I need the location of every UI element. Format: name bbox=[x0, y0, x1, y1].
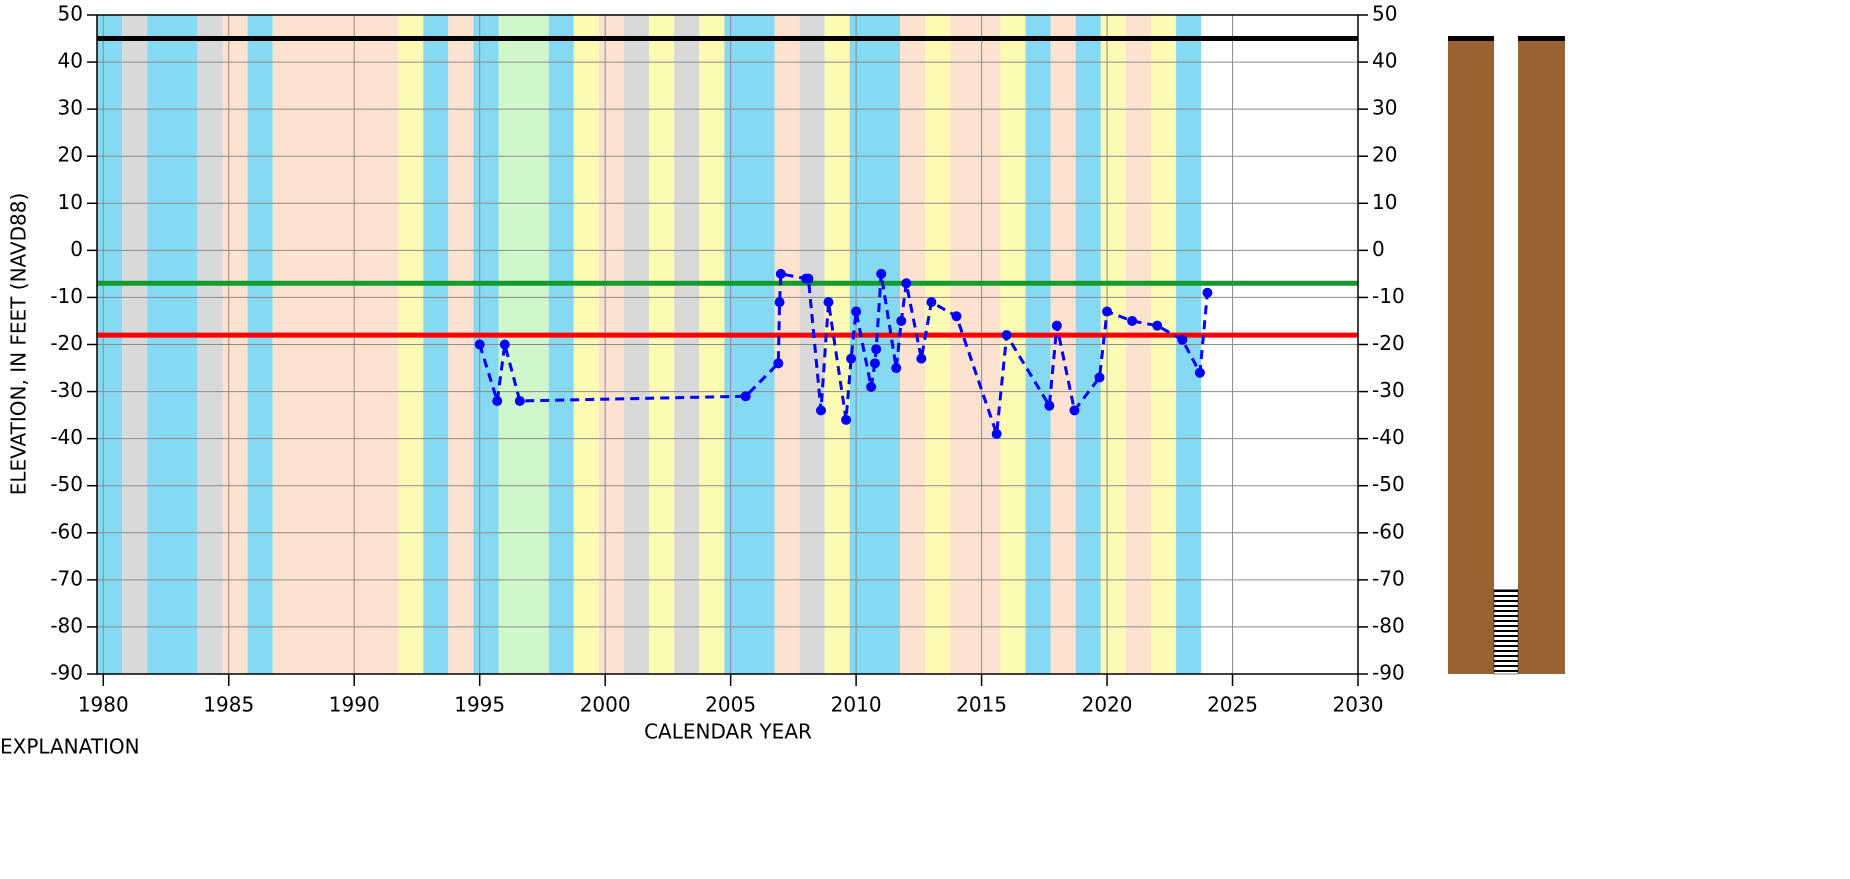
data-point bbox=[492, 395, 503, 406]
y2-tick-label: -90 bbox=[1372, 661, 1405, 685]
data-point bbox=[773, 358, 784, 369]
x-tick-label: 2020 bbox=[1082, 693, 1133, 717]
well-casing bbox=[1448, 38, 1494, 675]
y-tick-label: -90 bbox=[50, 661, 83, 685]
data-point bbox=[846, 353, 857, 364]
x-tick-label: 2000 bbox=[580, 693, 631, 717]
y-tick-label: 20 bbox=[58, 143, 83, 167]
data-point bbox=[1044, 400, 1055, 411]
y2-tick-label: -40 bbox=[1372, 425, 1405, 449]
data-point bbox=[803, 273, 814, 284]
data-point bbox=[869, 358, 880, 369]
x-tick-label: 1985 bbox=[203, 693, 254, 717]
y2-tick-label: 50 bbox=[1372, 2, 1397, 26]
data-point bbox=[1102, 306, 1113, 317]
data-point bbox=[901, 278, 912, 289]
x-tick-label: 1980 bbox=[78, 693, 129, 717]
y-tick-label: 30 bbox=[58, 96, 83, 120]
x-tick-label: 2025 bbox=[1207, 693, 1258, 717]
marks bbox=[97, 36, 1358, 439]
y-tick-label: -50 bbox=[50, 472, 83, 496]
y2-tick-label: -50 bbox=[1372, 472, 1405, 496]
y-tick-label: -20 bbox=[50, 331, 83, 355]
data-point bbox=[991, 428, 1002, 439]
data-point bbox=[1001, 330, 1012, 341]
x-tick-label: 2005 bbox=[705, 693, 756, 717]
data-point bbox=[775, 268, 786, 279]
x-tick-label: 2015 bbox=[956, 693, 1007, 717]
data-point bbox=[1094, 372, 1105, 383]
data-point bbox=[841, 414, 852, 425]
well-casing bbox=[1518, 38, 1565, 675]
y-axis-label: ELEVATION, IN FEET (NAVD88) bbox=[7, 193, 31, 496]
data-point bbox=[866, 381, 877, 392]
y2-tick-label: -70 bbox=[1372, 566, 1405, 590]
axes: -90-80-70-60-50-40-30-20-1001020304050-9… bbox=[50, 2, 1404, 717]
data-point bbox=[740, 391, 751, 402]
data-point bbox=[951, 311, 962, 322]
x-tick-label: 2030 bbox=[1333, 693, 1384, 717]
data-point bbox=[876, 268, 887, 279]
data-point bbox=[891, 363, 902, 374]
data-point bbox=[1202, 287, 1213, 298]
data-point bbox=[896, 315, 907, 326]
data-point bbox=[499, 339, 510, 350]
y-tick-label: -40 bbox=[50, 425, 83, 449]
data-point bbox=[514, 395, 525, 406]
y-tick-label: -10 bbox=[50, 284, 83, 308]
well-screen bbox=[1493, 589, 1519, 675]
data-point bbox=[1194, 367, 1205, 378]
data-point bbox=[916, 353, 927, 364]
y2-tick-label: 30 bbox=[1372, 96, 1397, 120]
data-point bbox=[1127, 315, 1138, 326]
x-tick-label: 1990 bbox=[329, 693, 380, 717]
y2-tick-label: -30 bbox=[1372, 378, 1405, 402]
x-tick-label: 1995 bbox=[454, 693, 505, 717]
y2-tick-label: 10 bbox=[1372, 190, 1397, 214]
y2-tick-label: 20 bbox=[1372, 143, 1397, 167]
y-tick-label: -70 bbox=[50, 566, 83, 590]
data-point bbox=[474, 339, 485, 350]
y-tick-label: -60 bbox=[50, 519, 83, 543]
y-tick-label: 10 bbox=[58, 190, 83, 214]
data-point bbox=[1177, 334, 1188, 345]
data-point bbox=[1152, 320, 1163, 331]
data-point bbox=[1051, 320, 1062, 331]
y-tick-label: 40 bbox=[58, 49, 83, 73]
y2-tick-label: -10 bbox=[1372, 284, 1405, 308]
data-point bbox=[774, 297, 785, 308]
data-point bbox=[1069, 405, 1080, 416]
data-point bbox=[871, 344, 882, 355]
data-point bbox=[815, 405, 826, 416]
y-tick-label: -80 bbox=[50, 613, 83, 637]
y-tick-label: -30 bbox=[50, 378, 83, 402]
y-tick-label: 0 bbox=[70, 237, 83, 261]
well-diagram bbox=[1448, 36, 1565, 675]
data-point bbox=[926, 297, 937, 308]
y2-tick-label: 40 bbox=[1372, 49, 1397, 73]
data-point bbox=[851, 306, 862, 317]
x-axis-label: CALENDAR YEAR bbox=[644, 720, 812, 744]
y-tick-label: 50 bbox=[58, 2, 83, 26]
data-point bbox=[823, 297, 834, 308]
y2-tick-label: 0 bbox=[1372, 237, 1385, 261]
plot-frame bbox=[96, 14, 1359, 675]
y2-tick-label: -80 bbox=[1372, 613, 1405, 637]
x-tick-label: 2010 bbox=[831, 693, 882, 717]
y2-tick-label: -20 bbox=[1372, 331, 1405, 355]
y2-tick-label: -60 bbox=[1372, 519, 1405, 543]
explanation-heading: EXPLANATION bbox=[0, 735, 140, 759]
